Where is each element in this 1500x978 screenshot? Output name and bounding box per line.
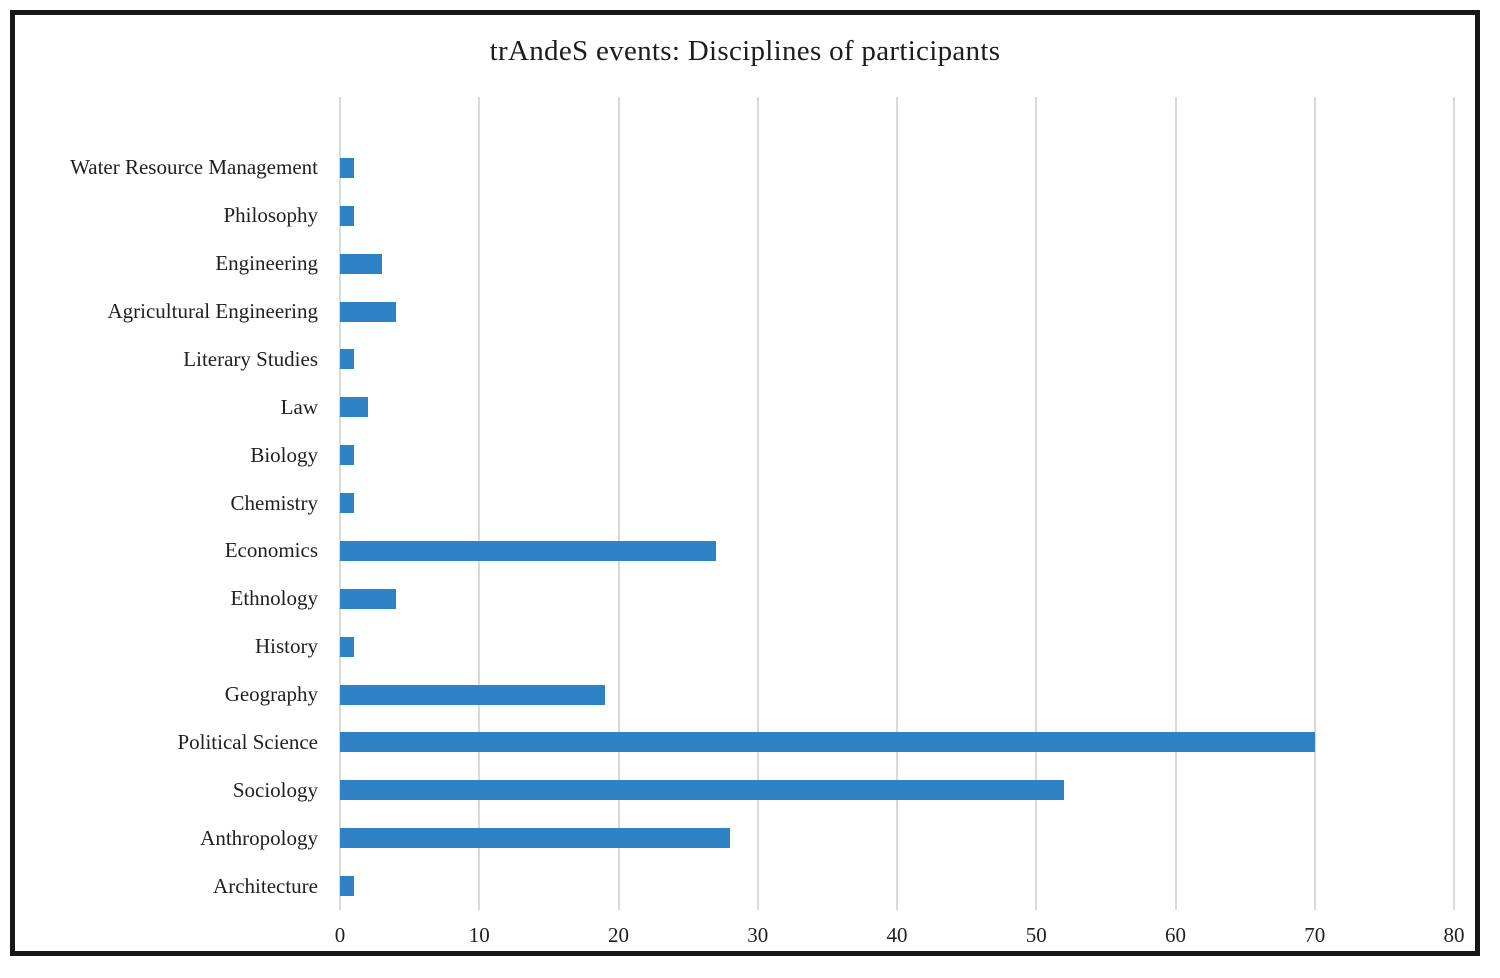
bar-ethnology bbox=[340, 588, 396, 609]
bar-row bbox=[340, 862, 1454, 910]
gridline-x-60 bbox=[1174, 97, 1177, 910]
bar-row bbox=[340, 575, 1454, 623]
bar-economics bbox=[340, 540, 716, 561]
bar-anthropology bbox=[340, 828, 730, 849]
x-tick-label-70: 70 bbox=[1304, 923, 1326, 947]
bar-sociology bbox=[340, 780, 1065, 801]
x-tick-label-0: 0 bbox=[334, 923, 346, 947]
category-label: Philosophy bbox=[223, 203, 318, 228]
gridline-x-70 bbox=[1313, 97, 1316, 910]
bar-row bbox=[340, 814, 1454, 862]
x-tick-label-50: 50 bbox=[1025, 923, 1047, 947]
bar-row bbox=[340, 527, 1454, 575]
chart-frame: trAndeS events: Disciplines of participa… bbox=[10, 10, 1480, 956]
category-label: Water Resource Management bbox=[70, 155, 318, 180]
bar-law bbox=[340, 397, 368, 418]
bar-row bbox=[340, 479, 1454, 527]
x-tick-label-30: 30 bbox=[747, 923, 769, 947]
bar-row bbox=[340, 719, 1454, 767]
category-label: Political Science bbox=[177, 729, 318, 754]
bar-literary-studies bbox=[340, 349, 354, 370]
category-label: Architecture bbox=[213, 873, 318, 898]
bar-row bbox=[340, 383, 1454, 431]
category-label: Agricultural Engineering bbox=[107, 299, 318, 324]
x-tick-label-20: 20 bbox=[608, 923, 629, 947]
category-label: Geography bbox=[224, 682, 318, 707]
chart-title: trAndeS events: Disciplines of participa… bbox=[489, 35, 1001, 67]
category-label: Economics bbox=[224, 538, 318, 563]
gridline-x-80 bbox=[1453, 97, 1455, 910]
category-label: History bbox=[255, 634, 318, 659]
bar-agricultural-engineering bbox=[340, 301, 396, 322]
x-tick-label-80: 80 bbox=[1443, 923, 1465, 947]
x-tick-label-60: 60 bbox=[1165, 923, 1186, 947]
gridline-x-30 bbox=[756, 97, 759, 910]
category-label: Engineering bbox=[215, 251, 318, 276]
bar-row bbox=[340, 766, 1454, 814]
x-tick-label-10: 10 bbox=[468, 923, 490, 947]
gridline-x-50 bbox=[1035, 97, 1038, 910]
category-label: Literary Studies bbox=[183, 346, 318, 371]
bar-row bbox=[340, 144, 1454, 192]
bar-row bbox=[340, 192, 1454, 240]
gridline-x-20 bbox=[617, 97, 620, 910]
bar-philosophy bbox=[340, 205, 354, 226]
gridline-x-10 bbox=[478, 97, 481, 910]
category-label: Law bbox=[280, 394, 318, 419]
category-label: Anthropology bbox=[200, 825, 318, 850]
category-label: Sociology bbox=[232, 777, 318, 802]
bar-row bbox=[340, 623, 1454, 671]
gridline-x-40 bbox=[896, 97, 898, 910]
bar-row bbox=[340, 336, 1454, 384]
bar-chemistry bbox=[340, 493, 354, 514]
bar-engineering bbox=[340, 253, 382, 274]
bar-biology bbox=[340, 445, 354, 466]
x-tick-label-40: 40 bbox=[886, 923, 908, 947]
bar-history bbox=[340, 636, 354, 657]
bar-row bbox=[340, 288, 1454, 336]
bar-geography bbox=[340, 684, 605, 705]
category-label: Biology bbox=[250, 442, 318, 467]
category-label: Chemistry bbox=[230, 490, 319, 515]
category-label: Ethnology bbox=[230, 586, 319, 611]
bar-row bbox=[340, 240, 1454, 288]
bar-row bbox=[340, 431, 1454, 479]
plot-area bbox=[339, 97, 1455, 910]
bar-political-science bbox=[340, 732, 1315, 753]
bar-water-resource-management bbox=[340, 157, 354, 178]
bar-row bbox=[340, 671, 1454, 719]
bar-architecture bbox=[340, 876, 354, 897]
